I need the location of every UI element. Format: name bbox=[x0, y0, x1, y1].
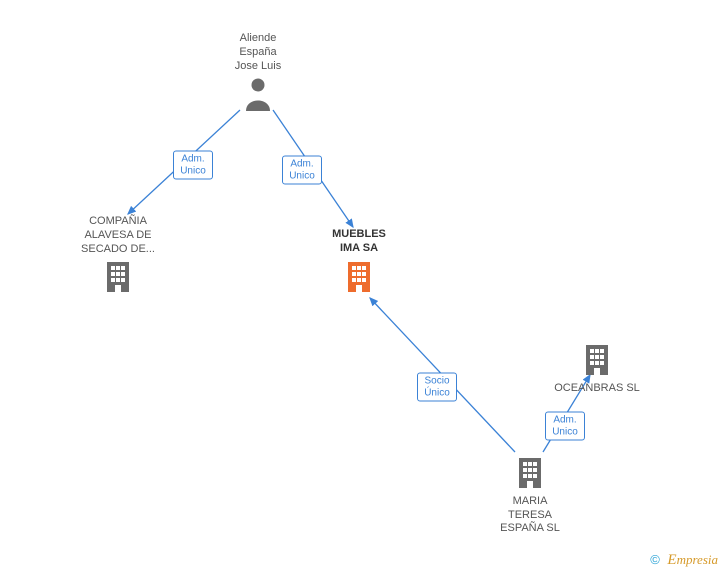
building-icon bbox=[344, 260, 374, 299]
node-compania[interactable]: COMPAÑIA ALAVESA DE SECADO DE... bbox=[58, 215, 178, 299]
edge-label-maria-oceanbras: Adm. Unico bbox=[545, 412, 585, 441]
node-label-maria: MARIA TERESA ESPAÑA SL bbox=[480, 495, 580, 536]
person-icon bbox=[243, 77, 273, 116]
node-label-muebles: MUEBLES IMA SA bbox=[309, 228, 409, 256]
copyright-symbol: © bbox=[650, 552, 660, 567]
node-oceanbras[interactable]: OCEANBRAS SL bbox=[542, 339, 652, 396]
node-muebles[interactable]: MUEBLES IMA SA bbox=[309, 228, 409, 298]
edge-label-aliende-muebles: Adm. Unico bbox=[282, 156, 322, 185]
building-icon bbox=[515, 456, 545, 495]
node-label-oceanbras: OCEANBRAS SL bbox=[542, 382, 652, 396]
building-icon bbox=[582, 343, 612, 382]
edge-label-aliende-compania: Adm. Unico bbox=[173, 151, 213, 180]
watermark: © Empresia bbox=[650, 552, 718, 569]
building-icon bbox=[103, 260, 133, 299]
diagram-stage: Adm. Unico Adm. Unico Socio Único Adm. U… bbox=[0, 0, 728, 575]
brand-name: Empresia bbox=[667, 552, 718, 567]
node-aliende[interactable]: Aliende España Jose Luis bbox=[208, 32, 308, 116]
node-label-aliende: Aliende España Jose Luis bbox=[208, 32, 308, 73]
node-maria[interactable]: MARIA TERESA ESPAÑA SL bbox=[480, 452, 580, 536]
node-label-compania: COMPAÑIA ALAVESA DE SECADO DE... bbox=[58, 215, 178, 256]
edge-label-maria-muebles: Socio Único bbox=[417, 373, 457, 402]
